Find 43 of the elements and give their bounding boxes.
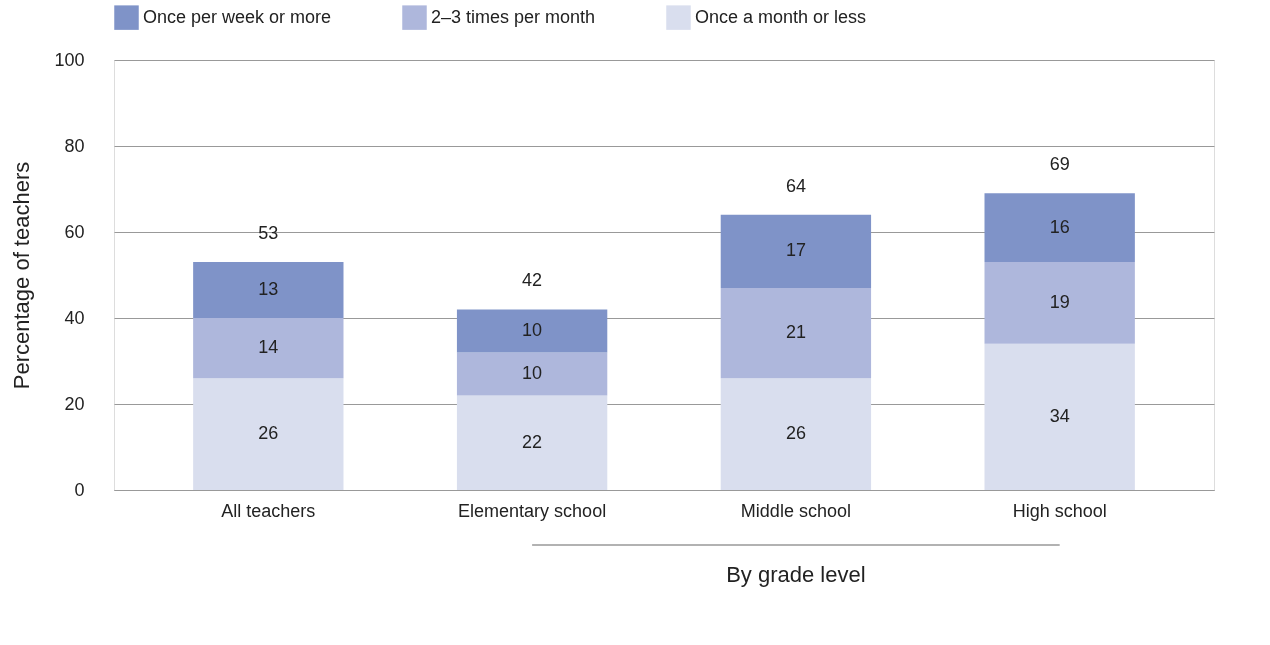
data-label: 17	[785, 240, 806, 261]
y-tick-label: 60	[64, 221, 85, 242]
legend-label: Once per week or more	[143, 6, 332, 27]
y-tick-label: 20	[64, 393, 85, 414]
y-tick-label: 40	[64, 307, 85, 328]
x-tick-label: Middle school	[740, 500, 851, 521]
data-label: 34	[1049, 405, 1070, 426]
text: By grade level	[726, 562, 866, 587]
data-label: 13	[258, 279, 279, 300]
data-label: 10	[522, 319, 543, 340]
bar	[984, 343, 1135, 490]
data-label: 16	[1049, 216, 1070, 237]
bar	[456, 352, 608, 396]
bar	[193, 318, 344, 379]
legend-label: 2–3 times per month	[431, 6, 596, 27]
y-tick-label: 100	[54, 49, 85, 70]
data-label: 14	[258, 337, 279, 358]
total-label: 64	[785, 175, 806, 196]
total-label: 69	[1049, 154, 1070, 175]
bar	[193, 378, 344, 490]
data-label: 21	[785, 322, 806, 343]
legend-label: Once a month or less	[695, 6, 867, 27]
bar	[456, 395, 608, 490]
data-label: 22	[522, 431, 543, 452]
data-label: 26	[258, 423, 279, 444]
x-tick-label: High school	[1012, 500, 1107, 521]
bar	[984, 193, 1135, 263]
y-axis-title: Percentage of teachers	[9, 161, 35, 390]
x-tick-label: All teachers	[221, 500, 316, 521]
bar	[193, 262, 344, 318]
bar	[720, 287, 872, 379]
x-tick-label: Elementary school	[458, 500, 607, 521]
data-label: 26	[785, 423, 806, 444]
total-label: 42	[522, 270, 543, 291]
data-label: 10	[522, 362, 543, 383]
bar	[720, 214, 872, 288]
bar	[984, 262, 1135, 344]
data-label: 19	[1049, 291, 1070, 312]
y-tick-label: 80	[64, 135, 85, 156]
y-tick-label: 0	[74, 479, 85, 500]
bar	[720, 378, 872, 490]
bar	[456, 309, 608, 353]
total-label: 53	[258, 223, 279, 244]
